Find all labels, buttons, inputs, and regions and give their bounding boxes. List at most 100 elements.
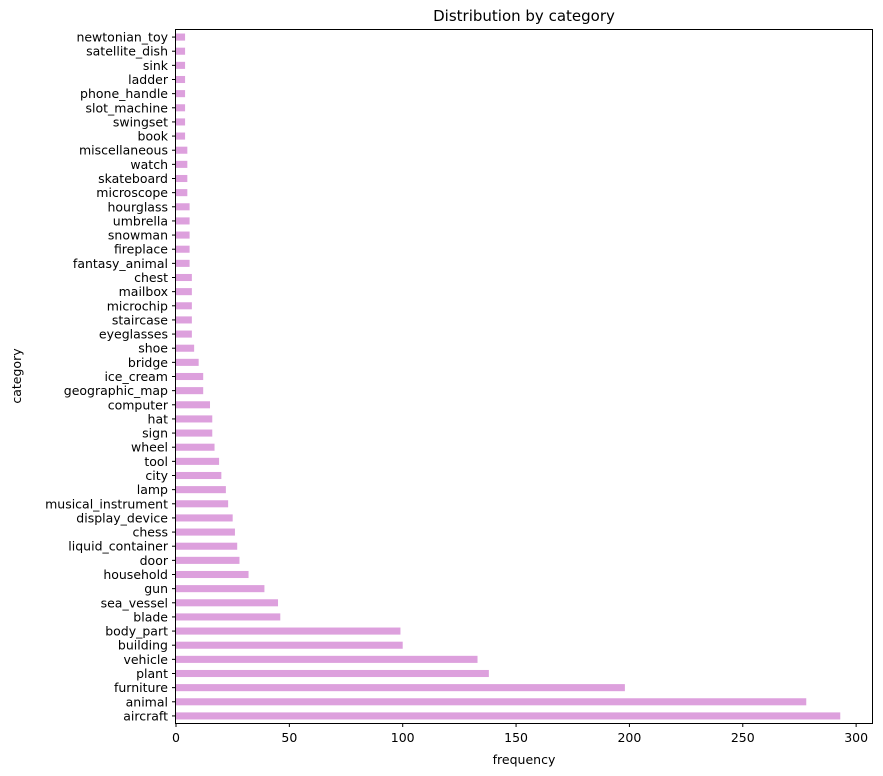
y-tick-label: microchip <box>107 298 168 313</box>
bar-staircase <box>176 316 192 324</box>
x-ticks-group: 0 50 100 150 200 250 300 <box>172 723 868 745</box>
x-tick-label: 50 <box>281 730 297 745</box>
y-tick-label: building <box>118 638 168 653</box>
x-tick-label: 100 <box>391 730 415 745</box>
y-ticks-group: aircraftanimalfurnitureplantvehiclebuild… <box>45 30 176 723</box>
bar-blade <box>176 613 281 621</box>
bar-gun <box>176 585 265 593</box>
y-tick-label: animal <box>126 694 168 709</box>
bar-furniture <box>176 684 625 692</box>
bar-hourglass <box>176 203 190 211</box>
bar-skateboard <box>176 174 188 183</box>
y-tick-label: ice_cream <box>104 369 168 384</box>
x-tick-label: 200 <box>617 730 641 745</box>
bar-book <box>176 132 186 140</box>
bar-building <box>176 641 403 649</box>
y-tick-label: wheel <box>131 440 168 455</box>
bar-eyeglasses <box>176 330 192 338</box>
y-tick-label: blade <box>133 609 168 624</box>
y-tick-label: snowman <box>108 228 168 243</box>
bar-city <box>176 471 222 480</box>
bar-microchip <box>176 302 192 310</box>
y-tick-label: umbrella <box>113 213 168 228</box>
x-tick-label: 150 <box>504 730 528 745</box>
bar-bridge <box>176 358 199 366</box>
bar-hat <box>176 415 213 423</box>
y-tick-label: phone_handle <box>80 86 168 101</box>
bar-chess <box>176 528 235 536</box>
y-tick-label: tool <box>144 454 168 469</box>
bar-aircraft <box>176 712 841 720</box>
bar-watch <box>176 160 188 168</box>
bar-household <box>176 570 249 579</box>
bar-miscellaneous <box>176 146 188 154</box>
y-axis-label: category <box>9 348 24 404</box>
bar-lamp <box>176 486 226 494</box>
y-tick-label: shoe <box>138 341 168 356</box>
y-tick-label: sea_vessel <box>101 595 168 610</box>
y-tick-label: chess <box>132 525 168 540</box>
y-tick-label: sink <box>143 58 169 73</box>
bar-fantasy_animal <box>176 259 190 267</box>
y-tick-label: musical_instrument <box>45 496 168 511</box>
bar-fireplace <box>176 245 190 253</box>
bar-ice_cream <box>176 372 204 381</box>
bar-liquid_container <box>176 542 238 550</box>
x-axis-label: frequency <box>493 752 556 767</box>
bars-group <box>176 33 841 720</box>
y-tick-label: ladder <box>128 72 169 87</box>
bar-door <box>176 556 240 564</box>
y-tick-label: staircase <box>112 312 168 327</box>
bar-newtonian_toy <box>176 33 186 41</box>
y-tick-label: newtonian_toy <box>76 30 168 45</box>
bar-sink <box>176 61 186 69</box>
y-tick-label: mailbox <box>119 284 168 299</box>
y-tick-label: skateboard <box>98 171 168 186</box>
bar-umbrella <box>176 217 190 225</box>
bar-microscope <box>176 189 188 197</box>
bar-snowman <box>176 231 190 239</box>
chart-title: Distribution by category <box>433 7 615 25</box>
bar-body_part <box>176 627 401 635</box>
y-tick-label: aircraft <box>123 708 168 723</box>
y-tick-label: hourglass <box>107 199 168 214</box>
y-tick-label: satellite_dish <box>86 44 168 59</box>
bar-sea_vessel <box>176 599 279 607</box>
bar-swingset <box>176 118 186 126</box>
y-tick-label: fireplace <box>114 242 168 257</box>
x-tick-label: 0 <box>172 730 180 745</box>
y-tick-label: miscellaneous <box>79 143 168 158</box>
y-tick-label: hat <box>148 411 169 426</box>
y-tick-label: bridge <box>128 355 168 370</box>
bar-ladder <box>176 75 186 84</box>
bar-geographic_map <box>176 387 204 395</box>
y-tick-label: slot_machine <box>85 100 168 115</box>
bar-vehicle <box>176 655 478 663</box>
y-tick-label: chest <box>134 270 168 285</box>
y-tick-label: sign <box>142 426 168 441</box>
bar-musical_instrument <box>176 500 229 508</box>
bar-tool <box>176 457 220 465</box>
bar-wheel <box>176 443 215 451</box>
y-tick-label: watch <box>130 157 168 172</box>
y-tick-label: geographic_map <box>64 383 168 398</box>
x-tick-label: 300 <box>844 730 868 745</box>
y-tick-label: body_part <box>105 624 168 639</box>
bar-phone_handle <box>176 90 186 98</box>
bar-mailbox <box>176 288 192 296</box>
y-tick-label: microscope <box>96 185 168 200</box>
y-tick-label: gun <box>144 581 168 596</box>
bar-display_device <box>176 514 233 522</box>
y-tick-label: computer <box>108 397 169 412</box>
bar-animal <box>176 698 807 706</box>
y-tick-label: furniture <box>114 680 168 695</box>
bar-chest <box>176 273 192 282</box>
bar-sign <box>176 429 213 437</box>
bar-satellite_dish <box>176 47 186 55</box>
y-tick-label: household <box>103 567 168 582</box>
bar-shoe <box>176 344 195 352</box>
y-tick-label: book <box>138 129 169 144</box>
y-tick-label: eyeglasses <box>99 327 168 342</box>
y-tick-label: liquid_container <box>68 539 169 554</box>
